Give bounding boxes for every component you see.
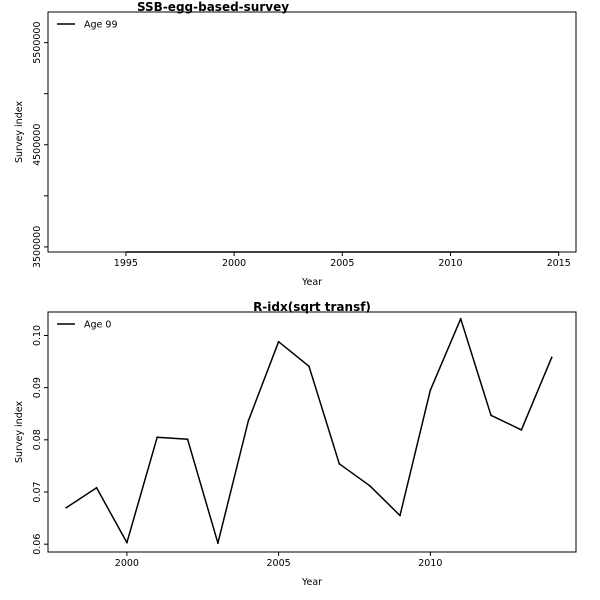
y-tick-label: 5500000 <box>32 21 43 63</box>
chart-title: SSB-egg-based-survey <box>137 0 289 14</box>
data-point <box>217 542 219 545</box>
data-point <box>308 365 310 368</box>
x-tick-label: 1995 <box>114 258 138 269</box>
data-point <box>125 541 128 544</box>
x-axis-label: Year <box>301 277 322 288</box>
y-tick-label: 0.06 <box>32 534 43 555</box>
chart-panel-2: R-idx(sqrt transf) 2000 2005 2010 0.06 0.07 0.… <box>14 300 577 588</box>
data-point <box>399 514 401 517</box>
data-point <box>459 317 462 320</box>
legend-label: Age 99 <box>84 20 117 31</box>
data-point <box>429 389 432 392</box>
x-tick-label: 2000 <box>222 258 246 269</box>
chart-title: R-idx(sqrt transf) <box>253 300 371 314</box>
y-tick-label: 0.07 <box>32 481 43 502</box>
data-point <box>186 438 189 441</box>
x-tick-label: 2015 <box>547 258 571 269</box>
y-tick-label: 0.08 <box>32 429 43 450</box>
data-point <box>277 340 280 343</box>
x-tick-label: 2010 <box>438 258 462 269</box>
x-tick-label: 2005 <box>330 258 354 269</box>
plot-frame <box>47 11 577 253</box>
data-point <box>368 484 371 487</box>
series-line <box>65 318 553 544</box>
y-tick-label: 4500000 <box>32 124 43 166</box>
plot-frame <box>47 311 577 553</box>
data-point <box>338 462 341 465</box>
data-point <box>520 429 523 431</box>
data-point <box>247 420 250 422</box>
data-point <box>490 414 492 417</box>
x-tick-label: 2000 <box>115 558 139 569</box>
x-tick-label: 2005 <box>267 558 291 569</box>
y-tick-label: 3500000 <box>32 226 43 268</box>
y-tick-label: 0.09 <box>32 377 43 398</box>
data-point <box>95 486 98 489</box>
data-point <box>550 356 553 359</box>
y-axis-label: Survey index <box>14 101 25 163</box>
y-axis-label: Survey index <box>14 401 25 463</box>
y-tick-label: 0.10 <box>32 325 43 346</box>
data-point <box>156 436 159 439</box>
legend-label: Age 0 <box>84 320 111 331</box>
data-point <box>65 506 68 509</box>
chart-panel-1: SSB-egg-based-survey 1995 2000 2005 2010 2015… <box>14 0 577 288</box>
x-tick-label: 2010 <box>418 558 442 569</box>
x-axis-label: Year <box>301 577 322 588</box>
